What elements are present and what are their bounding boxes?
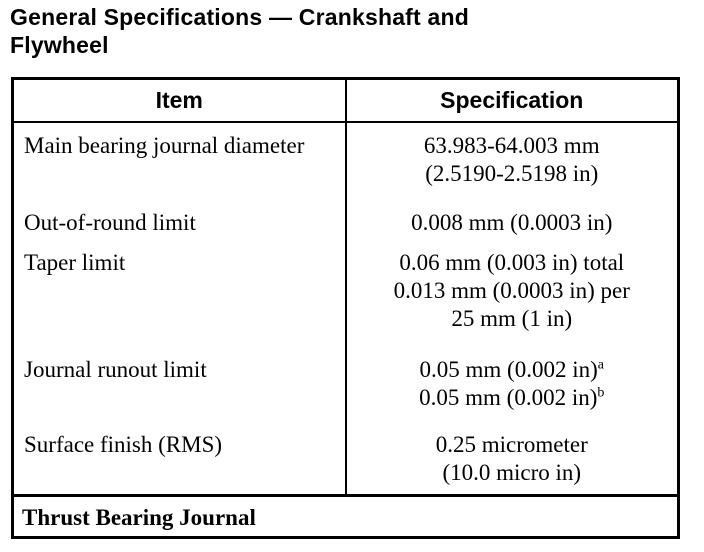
spec-text: 0.05 mm (0.002 in) [419, 356, 598, 382]
spec-cell: 0.05 mm (0.002 in)a 0.05 mm (0.002 in)b [346, 347, 679, 422]
item-cell: Main bearing journal diameter [12, 121, 347, 200]
spec-table: Item Specification Main bearing journal … [11, 77, 680, 539]
spec-line: 0.05 mm (0.002 in)a [353, 356, 672, 384]
item-cell: Journal runout limit [12, 346, 347, 422]
spec-line: 0.06 mm (0.003 in) total [399, 249, 625, 275]
table-row: Taper limit 0.06 mm (0.003 in) total 0.0… [12, 239, 679, 347]
table-row: Surface finish (RMS) 0.25 micrometer (10… [12, 421, 679, 496]
footnote-marker: b [597, 384, 605, 400]
header-row: Item Specification [12, 78, 679, 123]
footnote-marker: a [597, 356, 604, 372]
section-header-row: Thrust Bearing Journal [12, 494, 679, 538]
spec-line: 25 mm (1 in) [451, 305, 573, 331]
table-row: Main bearing journal diameter 63.983-64.… [12, 121, 679, 200]
table-row: Journal runout limit 0.05 mm (0.002 in)a… [12, 346, 679, 422]
section-header: Thrust Bearing Journal [12, 494, 679, 538]
page-title: General Specifications — Crankshaft and … [10, 4, 469, 58]
spec-line: 0.008 mm (0.0003 in) [411, 209, 613, 235]
spec-cell: 0.25 micrometer (10.0 micro in) [346, 422, 679, 496]
spec-cell: 63.983-64.003 mm (2.5190-2.5198 in) [346, 122, 679, 200]
spec-line: 63.983-64.003 mm [423, 132, 600, 158]
spec-line: 0.013 mm (0.0003 in) per [393, 277, 630, 303]
spec-text: 0.05 mm (0.002 in) [419, 384, 598, 410]
spec-line: 0.25 micrometer [435, 431, 588, 457]
spec-cell: 0.06 mm (0.003 in) total 0.013 mm (0.000… [346, 240, 679, 347]
item-cell: Out-of-round limit [12, 199, 347, 240]
spec-cell: 0.008 mm (0.0003 in) [346, 200, 679, 240]
spec-line: 0.05 mm (0.002 in)b [353, 384, 672, 412]
item-cell: Taper limit [12, 239, 347, 347]
table-row: Out-of-round limit 0.008 mm (0.0003 in) [12, 199, 679, 240]
spec-line: (2.5190-2.5198 in) [425, 160, 599, 186]
column-header-specification: Specification [345, 78, 679, 123]
column-header-item: Item [12, 78, 347, 123]
item-cell: Surface finish (RMS) [12, 421, 347, 496]
spec-line: (10.0 micro in) [442, 459, 582, 485]
